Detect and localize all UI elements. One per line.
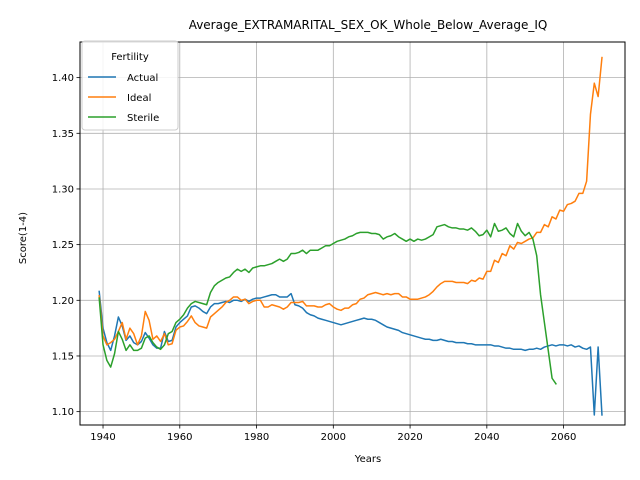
legend-title: Fertility <box>111 52 149 63</box>
y-tick-label: 1.15 <box>52 351 74 362</box>
x-tick-label: 2060 <box>551 432 576 443</box>
x-tick-label: 2020 <box>397 432 422 443</box>
y-tick-label: 1.40 <box>52 73 74 84</box>
y-tick-label: 1.20 <box>52 296 74 307</box>
x-tick-label: 1940 <box>90 432 115 443</box>
x-axis-title: Years <box>354 454 381 465</box>
plot-area-frame <box>79 41 626 426</box>
legend-items: Actual Ideal Sterile <box>88 73 159 124</box>
legend-label-ideal: Ideal <box>127 93 151 104</box>
legend-box <box>81 40 179 131</box>
legend-label-actual: Actual <box>127 73 158 84</box>
y-tick-label: 1.10 <box>52 407 74 418</box>
chart-title: Average_EXTRAMARITAL_SEX_OK_Whole_Below_… <box>189 18 548 32</box>
legend: Fertility Actual Ideal Sterile <box>81 40 179 131</box>
legend-label-sterile: Sterile <box>127 113 159 124</box>
series-line-ideal <box>98 56 603 346</box>
series-line-sterile <box>98 222 557 385</box>
y-tick-label: 1.30 <box>52 184 74 195</box>
series-line-actual <box>98 290 603 416</box>
x-tick-label: 1960 <box>167 432 192 443</box>
y-tick-label: 1.35 <box>52 129 74 140</box>
x-tick-label: 2040 <box>474 432 499 443</box>
y-axis-title: Score(1-4) <box>18 212 29 264</box>
x-axis-ticks: 1940 1960 1980 2000 2020 2040 2060 <box>90 425 576 443</box>
x-tick-label: 1980 <box>244 432 269 443</box>
y-tick-label: 1.25 <box>52 240 74 251</box>
series-lines <box>98 56 603 416</box>
x-tick-label: 2000 <box>321 432 346 443</box>
y-axis-ticks: 1.10 1.15 1.20 1.25 1.30 1.35 1.40 <box>52 73 80 418</box>
